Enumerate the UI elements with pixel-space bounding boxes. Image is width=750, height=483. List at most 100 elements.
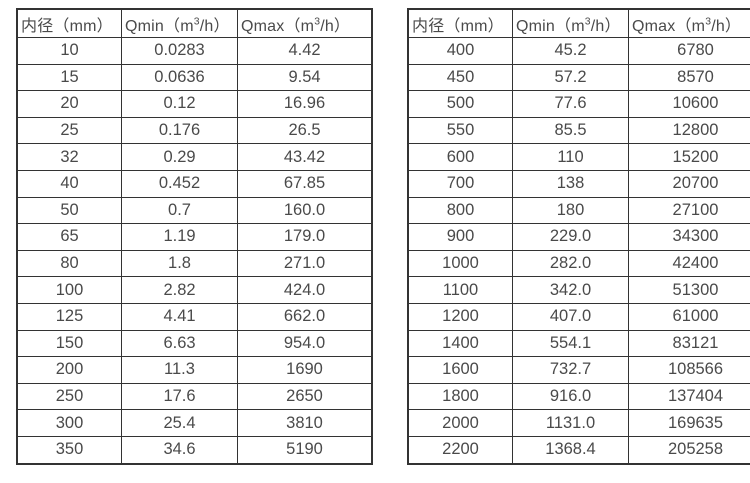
table-cell: 1368.4 xyxy=(512,435,629,465)
flow-table-large-diameters: 内径（mm） Qmin（m3/h） Qmax（m3/h） 400 45.2 6780 450… xyxy=(407,8,750,465)
table-cell: 0.0283 xyxy=(121,37,238,65)
table-cell: 1690 xyxy=(237,356,373,384)
table-row: 2200 1368.4 205258 xyxy=(407,435,750,465)
table-cell: 662.0 xyxy=(237,302,373,331)
table-row: 1100 342.0 51300 xyxy=(407,276,750,304)
table-cell: 916.0 xyxy=(512,382,629,411)
table-row: 200 11.3 1690 xyxy=(16,356,373,384)
table-cell: 17.6 xyxy=(121,382,238,411)
header-cell: 内径（mm） xyxy=(16,8,122,38)
flow-table-small-diameters: 内径（mm） Qmin（m3/h） Qmax（m3/h） 10 0.0283 4.42 15… xyxy=(16,8,373,465)
superscript-3: 3 xyxy=(584,16,591,28)
table-cell: 2000 xyxy=(407,409,513,437)
table-cell: 26.5 xyxy=(237,116,373,145)
table-cell: 15200 xyxy=(628,143,750,171)
table-cell: 27100 xyxy=(628,196,750,225)
superscript-3: 3 xyxy=(705,16,712,28)
table-cell: 8570 xyxy=(628,63,750,92)
table-cell: 9.54 xyxy=(237,63,373,92)
table-cell: 229.0 xyxy=(512,223,629,251)
table-cell: 400 xyxy=(407,37,513,65)
table-row: 20 0.12 16.96 xyxy=(16,90,373,118)
table-cell: 1100 xyxy=(407,276,513,304)
table-cell: 1600 xyxy=(407,356,513,384)
table-cell: 108566 xyxy=(628,356,750,384)
table-cell: 732.7 xyxy=(512,356,629,384)
table-cell: 0.29 xyxy=(121,143,238,171)
table-cell: 51300 xyxy=(628,276,750,304)
table-cell: 10 xyxy=(16,37,122,65)
table-cell: 125 xyxy=(16,302,122,331)
table-cell: 800 xyxy=(407,196,513,225)
table-cell: 0.452 xyxy=(121,169,238,198)
table-cell: 1200 xyxy=(407,302,513,331)
table-row: 150 6.63 954.0 xyxy=(16,329,373,358)
table-row: 400 45.2 6780 xyxy=(407,37,750,65)
table-cell: 0.0636 xyxy=(121,63,238,92)
table-cell: 20 xyxy=(16,90,122,118)
superscript-3: 3 xyxy=(193,16,200,28)
header-cell: Qmin（m3/h） xyxy=(121,8,238,38)
table-cell: 10600 xyxy=(628,90,750,118)
table-cell: 50 xyxy=(16,196,122,225)
table-cell: 554.1 xyxy=(512,329,629,358)
table-cell: 407.0 xyxy=(512,302,629,331)
table-cell: 11.3 xyxy=(121,356,238,384)
table-cell: 500 xyxy=(407,90,513,118)
table-cell: 205258 xyxy=(628,435,750,465)
table-cell: 424.0 xyxy=(237,276,373,304)
table-row: 300 25.4 3810 xyxy=(16,409,373,437)
table-cell: 0.12 xyxy=(121,90,238,118)
table-row: 800 180 27100 xyxy=(407,196,750,225)
table-cell: 4.42 xyxy=(237,37,373,65)
table-cell: 1.8 xyxy=(121,249,238,278)
table-row: 2000 1131.0 169635 xyxy=(407,409,750,437)
table-cell: 6780 xyxy=(628,37,750,65)
table-row: 600 110 15200 xyxy=(407,143,750,171)
table-row: 700 138 20700 xyxy=(407,169,750,198)
header-cell: Qmax（m3/h） xyxy=(628,8,750,38)
table-cell: 25.4 xyxy=(121,409,238,437)
table-cell: 40 xyxy=(16,169,122,198)
table-cell: 700 xyxy=(407,169,513,198)
table-cell: 12800 xyxy=(628,116,750,145)
table-row: 25 0.176 26.5 xyxy=(16,116,373,145)
table-cell: 80 xyxy=(16,249,122,278)
table-row: 32 0.29 43.42 xyxy=(16,143,373,171)
table-cell: 137404 xyxy=(628,382,750,411)
table-cell: 20700 xyxy=(628,169,750,198)
table-cell: 1400 xyxy=(407,329,513,358)
table-row: 1200 407.0 61000 xyxy=(407,302,750,331)
table-cell: 1000 xyxy=(407,249,513,278)
header-row: 内径（mm） Qmin（m3/h） Qmax（m3/h） xyxy=(16,8,373,38)
table-cell: 32 xyxy=(16,143,122,171)
table-cell: 300 xyxy=(16,409,122,437)
table-row: 65 1.19 179.0 xyxy=(16,223,373,251)
table-cell: 42400 xyxy=(628,249,750,278)
table-row: 125 4.41 662.0 xyxy=(16,302,373,331)
table-row: 10 0.0283 4.42 xyxy=(16,37,373,65)
table-row: 350 34.6 5190 xyxy=(16,435,373,465)
table-cell: 0.176 xyxy=(121,116,238,145)
table-cell: 83121 xyxy=(628,329,750,358)
table-row: 1800 916.0 137404 xyxy=(407,382,750,411)
table-cell: 342.0 xyxy=(512,276,629,304)
table-row: 450 57.2 8570 xyxy=(407,63,750,92)
table-row: 100 2.82 424.0 xyxy=(16,276,373,304)
table-row: 550 85.5 12800 xyxy=(407,116,750,145)
table-row: 40 0.452 67.85 xyxy=(16,169,373,198)
table-cell: 25 xyxy=(16,116,122,145)
table-cell: 600 xyxy=(407,143,513,171)
table-row: 250 17.6 2650 xyxy=(16,382,373,411)
header-cell: Qmax（m3/h） xyxy=(237,8,373,38)
header-cell: Qmin（m3/h） xyxy=(512,8,629,38)
table-cell: 16.96 xyxy=(237,90,373,118)
table-cell: 282.0 xyxy=(512,249,629,278)
table-cell: 160.0 xyxy=(237,196,373,225)
table-cell: 77.6 xyxy=(512,90,629,118)
table-cell: 150 xyxy=(16,329,122,358)
table-cell: 200 xyxy=(16,356,122,384)
table-cell: 169635 xyxy=(628,409,750,437)
table-cell: 2200 xyxy=(407,435,513,465)
table-row: 15 0.0636 9.54 xyxy=(16,63,373,92)
